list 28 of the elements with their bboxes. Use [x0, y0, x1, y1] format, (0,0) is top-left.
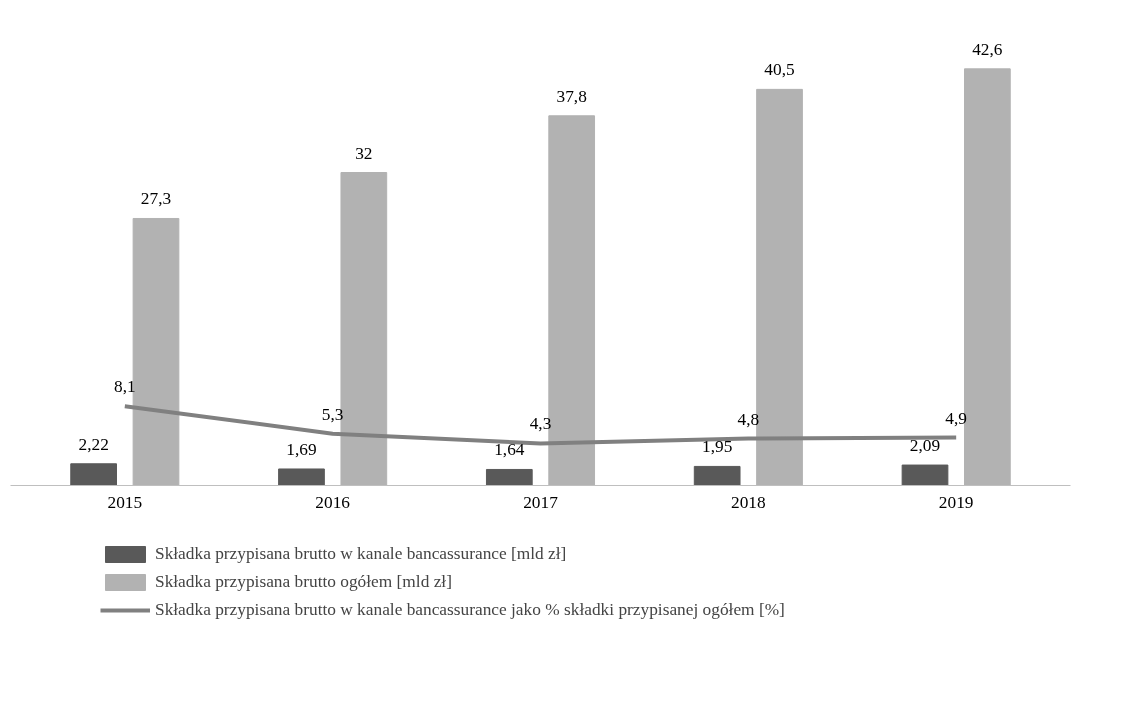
data-label: 2,09 — [909, 436, 941, 456]
bar — [70, 463, 117, 486]
legend-label: Składka przypisana brutto w kanale bancassurance jako % składki przypisanej ogółem [%] — [155, 600, 785, 620]
data-label: 8,1 — [113, 377, 136, 397]
data-label: 2,22 — [78, 434, 109, 454]
data-label: 42,6 — [972, 39, 1003, 59]
x-tick-label: 2016 — [315, 492, 351, 512]
data-label: 1,95 — [702, 437, 733, 457]
data-label: 1,69 — [286, 439, 317, 459]
data-label: 27,3 — [140, 189, 172, 209]
data-label: 37,8 — [556, 86, 587, 106]
bar — [278, 468, 325, 486]
bar — [693, 465, 741, 486]
legend-label: Składka przypisana brutto ogółem [mld zł] — [155, 572, 452, 592]
data-label: 40,5 — [764, 60, 795, 80]
x-tick-label: 2018 — [731, 492, 766, 512]
data-label: 4,9 — [945, 408, 968, 428]
data-label: 4,8 — [737, 409, 760, 429]
data-label: 32 — [355, 143, 373, 163]
x-tick-label: 2019 — [938, 492, 974, 512]
legend-label: Składka przypisana brutto w kanale bancassurance [mld zł] — [155, 544, 567, 564]
x-tick-label: 2017 — [523, 492, 559, 512]
data-label: 1,64 — [494, 440, 525, 460]
data-label: 4,3 — [529, 414, 552, 434]
bar — [901, 464, 949, 486]
x-tick-label: 2015 — [107, 492, 143, 512]
bar — [485, 468, 533, 486]
data-label: 5,3 — [321, 404, 344, 424]
